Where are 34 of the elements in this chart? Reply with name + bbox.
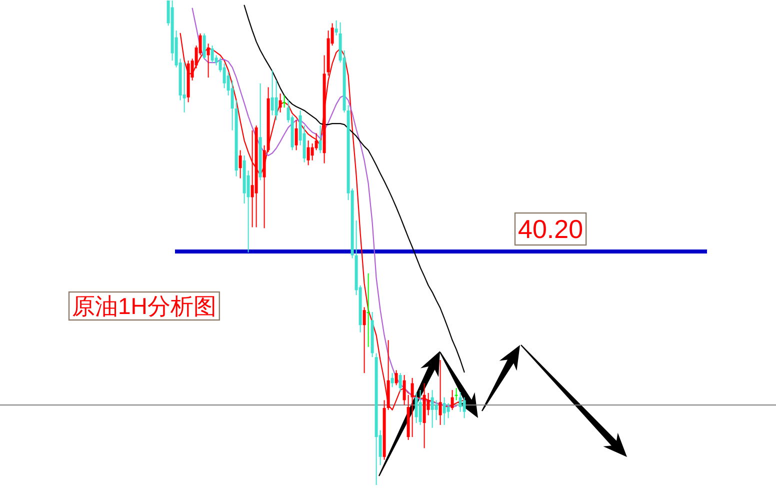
candlestick bbox=[398, 372, 402, 392]
candlestick bbox=[306, 140, 310, 166]
candlestick bbox=[310, 142, 314, 161]
candlestick bbox=[282, 94, 286, 108]
candlestick bbox=[238, 150, 242, 179]
candlestick bbox=[222, 62, 226, 89]
candlestick bbox=[362, 306, 366, 374]
text: 40.20 bbox=[518, 214, 584, 244]
candlestick bbox=[206, 43, 210, 78]
candlestick bbox=[418, 390, 422, 426]
candlestick bbox=[278, 93, 282, 113]
candlestick bbox=[366, 272, 370, 348]
candlestick bbox=[230, 80, 234, 131]
candlestick bbox=[270, 70, 274, 116]
candlestick bbox=[430, 390, 434, 428]
candlestick bbox=[318, 125, 322, 154]
candlestick bbox=[334, 20, 338, 36]
candlestick bbox=[202, 32, 206, 60]
candlestick bbox=[434, 400, 438, 421]
candlestick bbox=[462, 396, 466, 419]
candlestick bbox=[414, 392, 418, 424]
candlestick bbox=[442, 396, 446, 426]
candlestick bbox=[394, 370, 398, 386]
candlestick bbox=[458, 391, 462, 412]
candlestick bbox=[390, 372, 394, 388]
candlestick bbox=[446, 402, 450, 419]
candlestick bbox=[250, 130, 254, 228]
candlestick bbox=[454, 388, 458, 401]
candlestick bbox=[210, 45, 214, 64]
candlestick bbox=[182, 62, 186, 113]
candlestick bbox=[294, 120, 298, 151]
candlestick bbox=[402, 374, 406, 406]
annotation: 原油1H分析图 bbox=[72, 293, 216, 319]
candlestick bbox=[274, 80, 278, 121]
